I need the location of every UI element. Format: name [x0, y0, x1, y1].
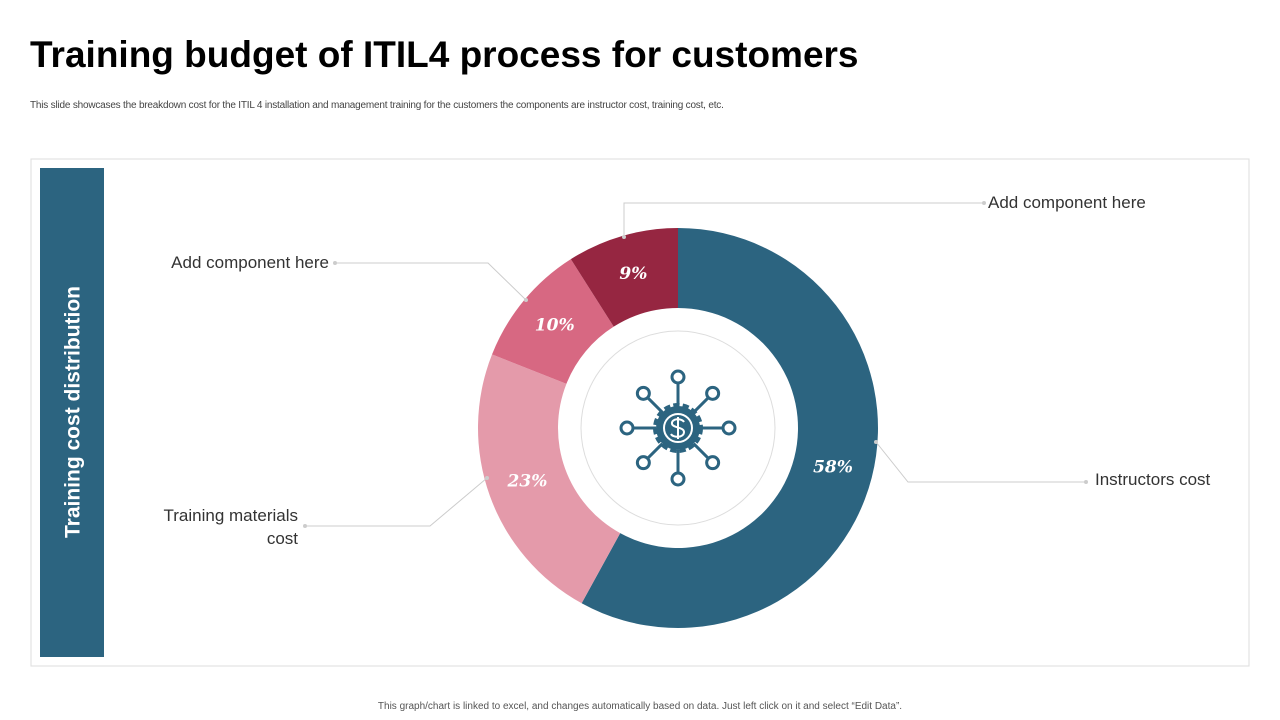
leader-dot [485, 476, 489, 480]
category-label: Training materials cost [163, 506, 298, 548]
icon-node [721, 420, 737, 436]
value-label: 58% [813, 457, 853, 477]
icon-node [705, 455, 721, 471]
icon-node [619, 420, 635, 436]
chart-title: Training cost distribution [62, 286, 85, 538]
icon-dollar [670, 417, 686, 439]
slide-title: Training budget of ITIL4 process for cus… [30, 34, 859, 75]
footnote: This graph/chart is linked to excel, and… [377, 701, 903, 712]
subtitle: This slide showcases the breakdown cost … [30, 100, 724, 111]
chart-frame [30, 158, 1250, 667]
value-label: 9% [619, 264, 647, 284]
donut [478, 228, 879, 628]
icon-node [635, 455, 651, 471]
icon-node [705, 385, 721, 401]
icon-spoke [647, 442, 664, 459]
side-panel [40, 168, 104, 657]
leader-line [305, 477, 488, 527]
value-label: 23% [507, 472, 548, 492]
icon-spoke [647, 397, 664, 414]
donut-slice [492, 259, 614, 384]
leader-dot [622, 235, 626, 239]
leader-dot [982, 201, 986, 205]
icon-spoke [692, 397, 709, 414]
leader-dot [874, 440, 878, 444]
category-label: Add component here [988, 193, 1146, 212]
leader-line [875, 441, 1086, 483]
icon-node [670, 471, 686, 487]
icon-node [635, 385, 651, 401]
leader-dot [524, 298, 528, 302]
leader-dot [1084, 480, 1088, 484]
category-label: Instructors cost [1095, 470, 1211, 489]
donut-slice [570, 228, 678, 327]
donut-slice [478, 354, 621, 604]
icon-spoke [692, 442, 709, 459]
leader-dot [333, 261, 337, 265]
icon [619, 369, 737, 487]
leader-dot [303, 524, 307, 528]
leader-line [623, 202, 984, 237]
leader-line [335, 262, 527, 301]
category-label: Add component here [171, 253, 329, 272]
donut-slice [581, 228, 879, 628]
icon-node [670, 369, 686, 385]
value-label: 10% [535, 316, 575, 336]
